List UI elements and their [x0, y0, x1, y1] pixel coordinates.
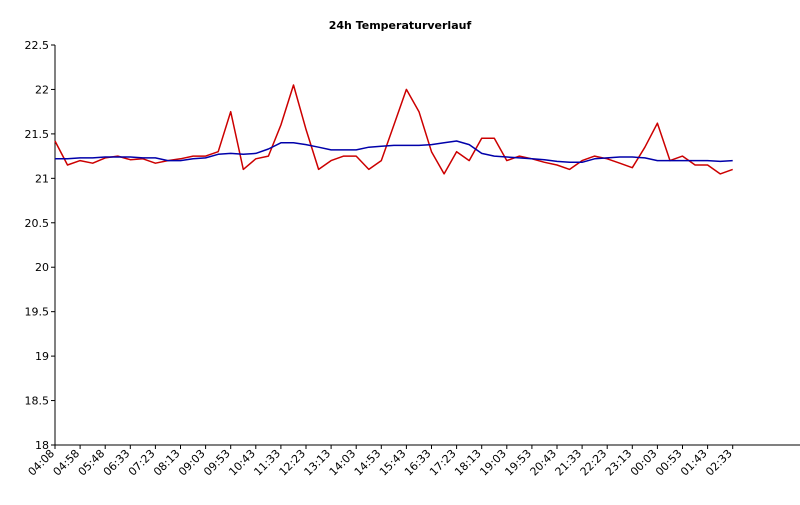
- series-line-1: [54, 84, 733, 175]
- axes: [54, 45, 800, 446]
- y-tick-label: 21.5: [25, 128, 50, 141]
- y-tick-label: 18: [35, 439, 49, 452]
- x-tick-label: 02:33: [703, 447, 735, 479]
- x-tick-label: 08:13: [151, 447, 183, 479]
- x-tick-label: 07:23: [126, 447, 158, 479]
- chart-title: 24h Temperaturverlauf: [329, 19, 472, 32]
- x-tick-label: 18:13: [452, 447, 484, 479]
- x-tick-label: 00:03: [628, 447, 660, 479]
- y-tick-label: 22.5: [25, 39, 50, 52]
- x-tick-label: 13:13: [302, 447, 334, 479]
- y-tick-label: 19.5: [25, 306, 50, 319]
- series-lines: [54, 84, 733, 175]
- x-tick-label: 19:03: [477, 447, 509, 479]
- y-axis-ticks: 22.5 22 21.5 21 20.5 20 19.5 19 18.5 18: [25, 39, 55, 452]
- x-tick-label: 14:03: [327, 447, 359, 479]
- x-tick-label: 10:43: [226, 447, 258, 479]
- x-tick-label: 14:53: [352, 447, 384, 479]
- x-tick-label: 01:43: [678, 447, 710, 479]
- y-tick-label: 22: [35, 83, 49, 96]
- x-tick-label: 12:23: [277, 447, 309, 479]
- x-tick-label: 09:03: [176, 447, 208, 479]
- x-tick-label: 09:53: [201, 447, 233, 479]
- x-tick-label: 06:33: [101, 447, 133, 479]
- x-tick-label: 23:13: [603, 447, 635, 479]
- x-tick-label: 00:53: [653, 447, 685, 479]
- x-tick-label: 21:33: [553, 447, 585, 479]
- y-tick-label: 20.5: [25, 217, 50, 230]
- series-line-2: [55, 140, 733, 164]
- x-tick-label: 05:48: [76, 447, 108, 479]
- y-tick-label: 18.5: [25, 395, 50, 408]
- x-tick-label: 11:33: [251, 447, 283, 479]
- x-tick-label: 22:23: [578, 447, 610, 479]
- x-tick-label: 04:58: [51, 447, 83, 479]
- y-tick-label: 19: [35, 350, 49, 363]
- x-tick-label: 15:43: [377, 447, 409, 479]
- x-tick-label: 20:43: [528, 447, 560, 479]
- x-tick-label: 19:53: [502, 447, 534, 479]
- x-axis-ticks: 04:0804:5805:4806:3307:2308:1309:0309:53…: [26, 445, 735, 479]
- x-tick-label: 17:23: [427, 447, 459, 479]
- x-tick-label: 16:33: [402, 447, 434, 479]
- y-tick-label: 21: [35, 172, 49, 185]
- y-tick-label: 20: [35, 261, 49, 274]
